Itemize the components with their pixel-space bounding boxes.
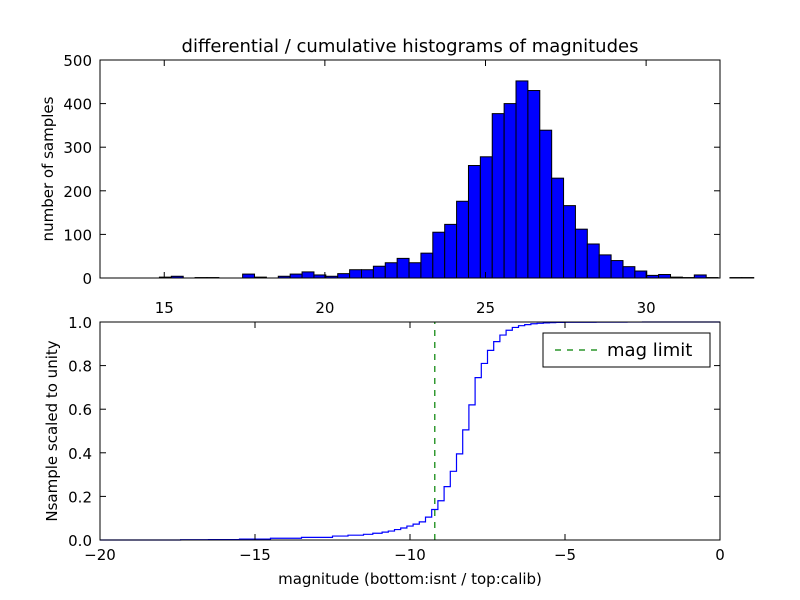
cumulative-x-tick-label: −10 — [394, 546, 426, 564]
cumulative-y-tick-label: 0.0 — [68, 532, 92, 550]
histogram-bar — [598, 254, 612, 279]
cumulative-y-tick-label: 0.2 — [68, 488, 92, 506]
histogram-bar — [491, 113, 505, 279]
cumulative-x-tick-label: −5 — [554, 546, 576, 564]
histogram-bar — [456, 200, 469, 279]
histogram-bar — [467, 165, 481, 279]
legend: mag limit — [542, 332, 711, 368]
histogram-bar — [527, 90, 541, 279]
legend-label-mag-limit: mag limit — [607, 340, 692, 361]
histogram-bar — [503, 103, 517, 279]
histogram-axes: 0 100 200 300 400 500 15 20 25 30 — [63, 52, 755, 317]
histogram-y-tick-label: 0 — [82, 270, 92, 288]
histogram-x-tick-label: 30 — [637, 299, 656, 317]
histogram-bar — [360, 269, 374, 279]
cumulative-x-tick-label: −15 — [239, 546, 271, 564]
histogram-y-axis-label: number of samples — [39, 96, 57, 241]
histogram-y-tick-label: 400 — [63, 96, 92, 114]
histogram-y-tick-label: 100 — [63, 226, 92, 244]
figure-title: differential / cumulative histograms of … — [182, 36, 639, 57]
histogram-bar — [301, 271, 315, 279]
histogram-bar — [634, 270, 648, 279]
histogram-bar — [610, 260, 624, 279]
histogram-bar — [586, 243, 600, 279]
cumulative-y-tick-label: 0.8 — [68, 358, 92, 376]
histogram-bar — [384, 262, 398, 279]
histogram-bar — [574, 228, 588, 279]
histogram-bar — [289, 273, 303, 279]
histogram-bar — [408, 262, 422, 279]
cumulative-x-axis-label: magnitude (bottom:isnt / top:calib) — [278, 570, 542, 588]
cumulative-y-tick-label: 0.4 — [68, 445, 92, 463]
histogram-y-tick-label: 200 — [63, 183, 92, 201]
histogram-bar — [432, 231, 446, 279]
histogram-bar — [242, 273, 256, 279]
cumulative-x-tick-label: −20 — [84, 546, 116, 564]
histogram-x-tick-label: 15 — [155, 299, 174, 317]
histogram-bar — [622, 266, 636, 279]
cumulative-axes: 0.0 0.2 0.4 0.6 0.8 1.0 −20 −15 −10 −5 0 — [68, 314, 725, 564]
histogram-y-tick-label: 500 — [63, 52, 92, 70]
histogram-bar — [372, 265, 386, 279]
histogram-frame — [99, 59, 721, 279]
histogram-bar — [658, 274, 672, 279]
cumulative-y-axis-label: Nsample scaled to unity — [43, 340, 61, 521]
histogram-bar — [444, 223, 458, 279]
histogram-x-tick-label: 25 — [476, 299, 495, 317]
cumulative-y-tick-label: 0.6 — [68, 401, 92, 419]
histogram-y-tick-label: 300 — [63, 139, 92, 157]
cumulative-x-tick-label: 0 — [715, 546, 725, 564]
histogram-bar — [337, 273, 351, 279]
histogram-bar — [539, 129, 553, 279]
histogram-bar — [551, 177, 565, 279]
histogram-bar — [515, 80, 529, 279]
histogram-bar — [479, 156, 493, 279]
cumulative-y-tick-label: 1.0 — [68, 314, 92, 332]
histogram-bar — [563, 205, 576, 279]
histogram-bar — [420, 252, 434, 279]
histogram-bar — [396, 257, 410, 279]
histogram-x-tick-label: 20 — [315, 299, 334, 317]
histogram-bar — [349, 269, 362, 279]
